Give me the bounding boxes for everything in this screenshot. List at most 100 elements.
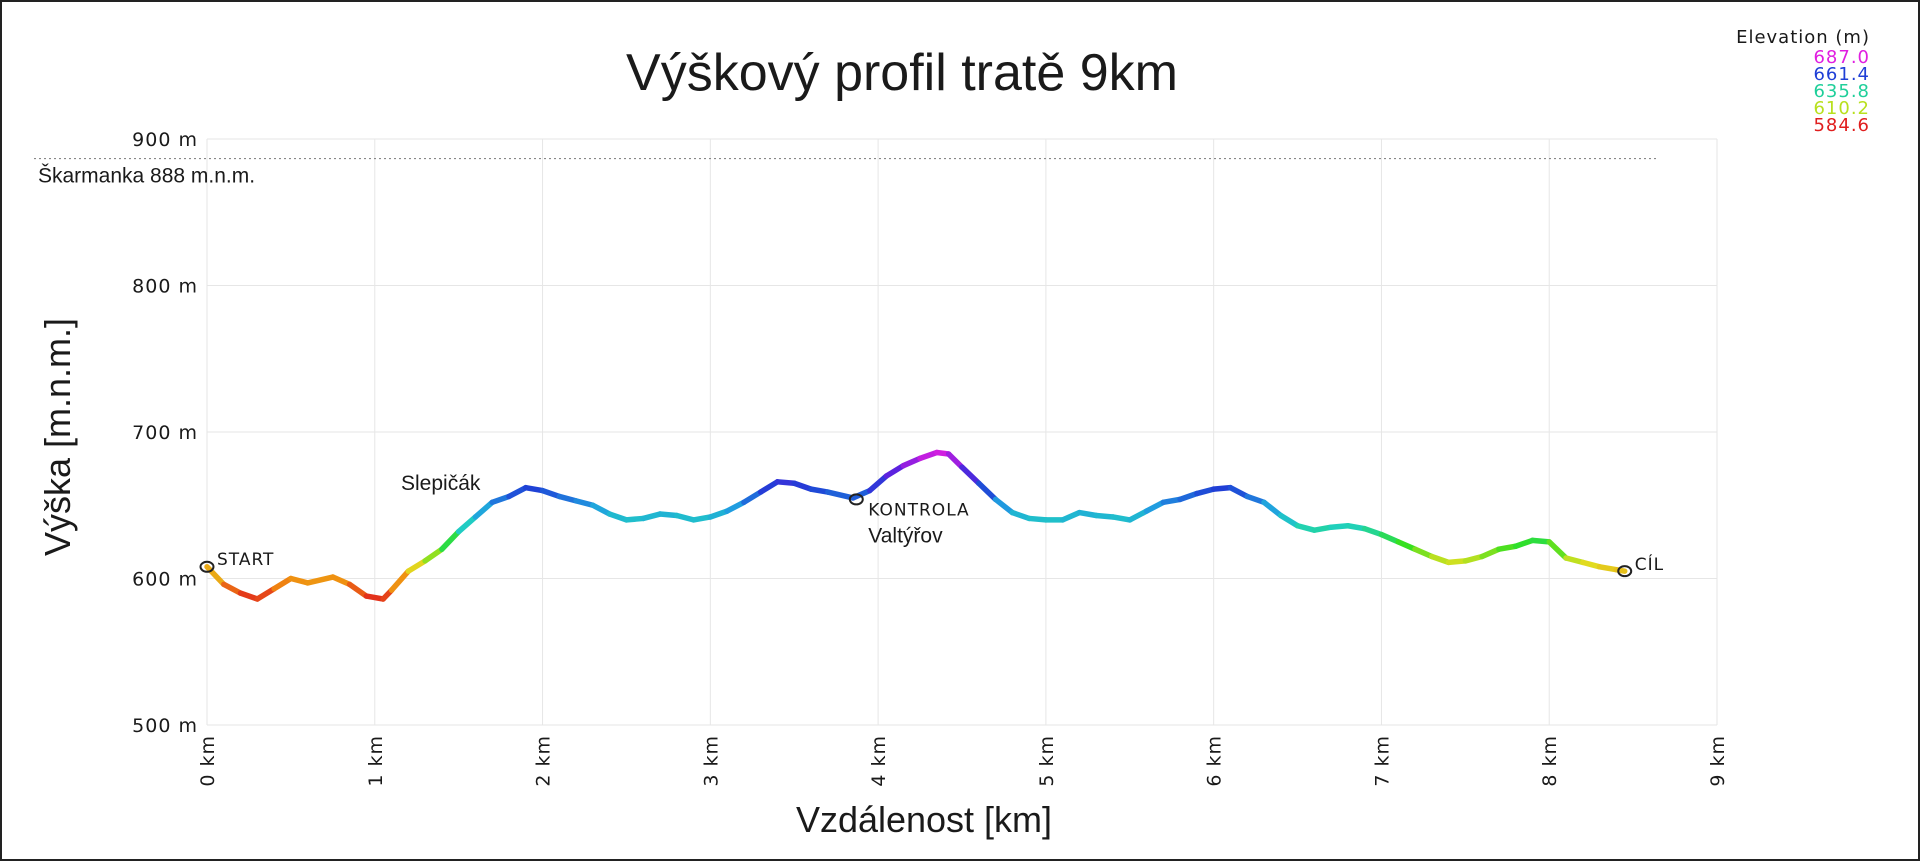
profile-segment xyxy=(1160,496,1183,506)
profile-segment xyxy=(1429,553,1452,566)
profile-segment xyxy=(1110,514,1133,523)
profile-segment xyxy=(439,528,462,552)
profile-segment xyxy=(1345,523,1368,532)
profile-segment xyxy=(774,479,797,487)
profile-segment xyxy=(1328,523,1351,530)
profile-segment xyxy=(455,514,479,535)
profile-segment xyxy=(1378,531,1401,545)
y-tick-label: 800 m xyxy=(132,276,198,298)
y-tick-label: 900 m xyxy=(132,129,198,151)
x-tick-label: 2 km xyxy=(533,735,555,787)
legend-entry: 584.6 xyxy=(1813,115,1870,136)
annotation-marker xyxy=(1617,565,1633,578)
profile-segment xyxy=(271,575,294,592)
profile-segment xyxy=(850,487,873,501)
profile-segment xyxy=(976,480,999,503)
legend-entry: 610.2 xyxy=(1813,98,1870,119)
profile-segment xyxy=(388,568,412,593)
y-axis-title: Výška [m.n.m.] xyxy=(37,318,78,556)
legend-entry: 661.4 xyxy=(1813,64,1870,85)
profile-segment xyxy=(1143,499,1167,514)
profile-segment xyxy=(1210,484,1234,492)
profile-segment xyxy=(1177,490,1200,503)
profile-segment xyxy=(1512,537,1536,550)
profile-segment xyxy=(1294,523,1318,533)
profile-segment xyxy=(707,508,730,520)
profile-segment xyxy=(1361,525,1385,538)
profile-segment xyxy=(489,493,512,506)
annotation-label: START xyxy=(217,550,274,570)
profile-segment xyxy=(405,558,428,574)
profile-segment xyxy=(724,499,747,514)
profile-segment xyxy=(1445,558,1469,566)
profile-segment xyxy=(623,515,646,523)
profile-segment xyxy=(1496,543,1519,552)
profile-segment xyxy=(1127,508,1150,523)
profile-segment xyxy=(825,489,856,501)
profile-segment xyxy=(1596,564,1620,573)
profile-segment xyxy=(883,462,907,479)
profile-segment xyxy=(237,590,261,602)
annotation-marker xyxy=(199,560,215,573)
grid xyxy=(206,138,1718,726)
profile-segment xyxy=(808,486,831,495)
profile-segment xyxy=(992,496,1016,516)
legend-entry: 635.8 xyxy=(1813,81,1870,102)
profile-segment xyxy=(1546,539,1569,561)
profile-segment xyxy=(1529,537,1552,545)
profile-segment xyxy=(1059,509,1083,523)
profile-segment xyxy=(1462,553,1485,564)
x-tick-label: 1 km xyxy=(365,735,387,787)
profile-segment xyxy=(288,575,311,586)
x-tick-label: 8 km xyxy=(1539,735,1561,787)
profile-segment xyxy=(556,493,579,504)
profile-segment xyxy=(791,480,814,492)
profile-segment xyxy=(945,451,965,470)
profile-segment xyxy=(1311,524,1334,533)
profile-segment xyxy=(959,464,982,487)
profile-segment xyxy=(330,574,353,588)
x-axis-ticks: 0 km 1 km 2 km 3 km 4 km 5 km 6 km 7 km 8 km 9 km xyxy=(197,735,1729,787)
annotation-marker xyxy=(848,493,864,506)
profile-segment xyxy=(741,489,764,506)
y-axis-ticks: 500 m 600 m 700 m 800 m 900 m xyxy=(132,129,198,737)
annotation-markers: START KONTROLA Valtýřov CÍL Slepičák xyxy=(199,472,1664,578)
profile-segment xyxy=(1009,509,1032,522)
profile-segment xyxy=(1076,509,1099,519)
profile-segment xyxy=(1244,493,1267,506)
profile-segment xyxy=(900,455,923,469)
profile-segment xyxy=(254,586,277,602)
x-tick-label: 3 km xyxy=(700,735,722,787)
annotation-label: CÍL xyxy=(1635,553,1664,575)
profile-segment xyxy=(204,564,227,588)
profile-segment xyxy=(1194,486,1217,497)
y-tick-label: 500 m xyxy=(132,715,198,737)
legend-entry: 687.0 xyxy=(1813,47,1870,68)
profile-segment xyxy=(1093,512,1116,520)
x-axis-title: Vzdálenost [km] xyxy=(796,799,1052,840)
x-tick-label: 5 km xyxy=(1036,735,1058,787)
profile-segment xyxy=(1278,512,1301,529)
y-tick-label: 700 m xyxy=(132,422,198,444)
annotation-label: Slepičák xyxy=(401,472,481,495)
profile-segment xyxy=(606,511,630,523)
elevation-profile-line xyxy=(204,449,1628,602)
y-tick-label: 600 m xyxy=(132,569,198,591)
profile-segment xyxy=(1563,555,1586,566)
x-tick-label: 7 km xyxy=(1371,735,1393,787)
annotation-label: KONTROLA xyxy=(868,500,969,520)
legend-title: Elevation (m) xyxy=(1736,27,1870,48)
profile-segment xyxy=(221,581,244,596)
profile-segment xyxy=(363,593,386,602)
profile-segment xyxy=(590,502,613,517)
x-tick-label: 4 km xyxy=(868,735,890,787)
profile-segment xyxy=(472,499,495,520)
profile-segment xyxy=(1395,539,1418,552)
profile-segment xyxy=(1479,546,1502,560)
profile-segment xyxy=(917,449,940,462)
profile-segment xyxy=(757,479,781,495)
annotation-sublabel: Valtýřov xyxy=(868,524,943,547)
profile-segment xyxy=(422,546,445,564)
